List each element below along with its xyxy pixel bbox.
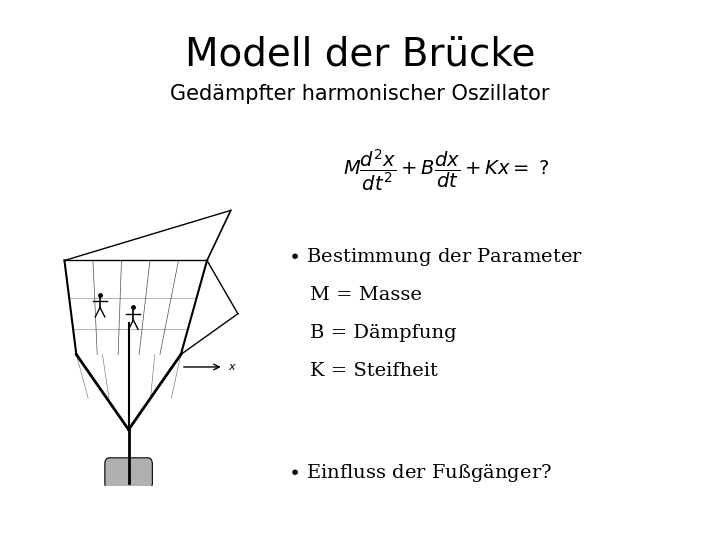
Text: x: x (228, 362, 235, 372)
Text: Gedämpfter harmonischer Oszillator: Gedämpfter harmonischer Oszillator (170, 84, 550, 104)
Text: $\bullet$ Bestimmung der Parameter: $\bullet$ Bestimmung der Parameter (288, 246, 583, 268)
Text: B = Dämpfung: B = Dämpfung (310, 324, 456, 342)
Text: $M\dfrac{d^2x}{dt^2} + B\dfrac{dx}{dt} + Kx = \;?$: $M\dfrac{d^2x}{dt^2} + B\dfrac{dx}{dt} +… (343, 147, 549, 193)
Text: $\bullet$ Einfluss der Fußgänger?: $\bullet$ Einfluss der Fußgänger? (288, 462, 552, 484)
FancyBboxPatch shape (105, 458, 153, 489)
Text: Modell der Brücke: Modell der Brücke (185, 35, 535, 73)
Text: K = Steifheit: K = Steifheit (310, 362, 438, 380)
Text: M = Masse: M = Masse (310, 286, 421, 304)
